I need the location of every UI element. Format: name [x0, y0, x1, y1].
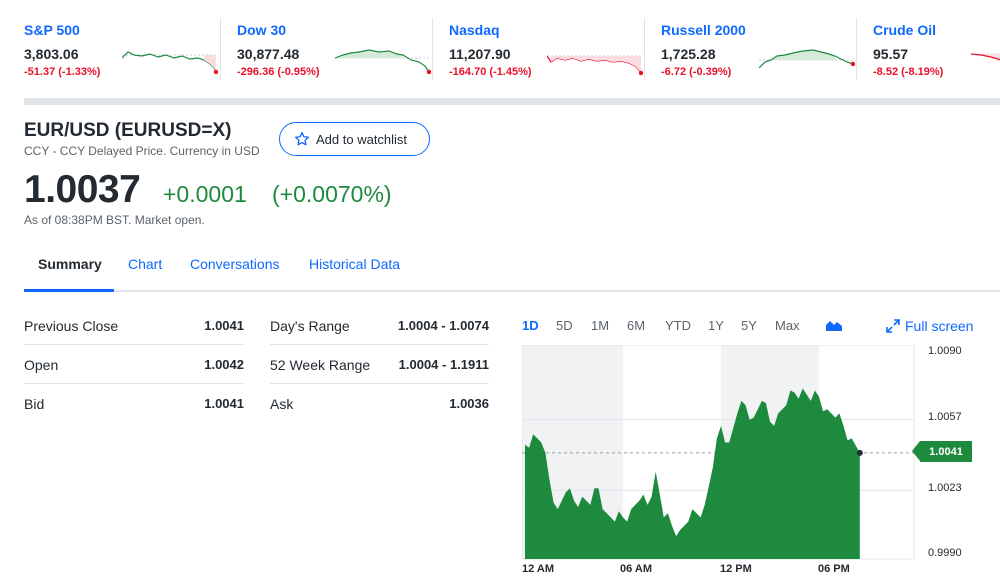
ticker-change: -296.36 (-0.95%) [237, 66, 320, 78]
star-icon [295, 132, 309, 146]
tabs-divider [24, 290, 1000, 292]
ticker-name[interactable]: S&P 500 [24, 22, 80, 38]
ticker-sparkline [547, 55, 643, 76]
stat-label: Open [24, 357, 59, 373]
ticker-nasdaq[interactable]: Nasdaq 11,207.90 -164.70 (-1.45%) [432, 14, 661, 86]
range-1m[interactable]: 1M [591, 318, 610, 333]
ticker-name[interactable]: Russell 2000 [661, 22, 746, 38]
y-tick-label: 1.0057 [928, 411, 962, 423]
price-change-percent: (+0.0070%) [272, 181, 392, 207]
stat-previous-close: Previous Close 1.0041 [24, 306, 244, 345]
ticker-sparkline [335, 49, 431, 75]
stat-open: Open 1.0042 [24, 345, 244, 384]
stat-value: 1.0004 - 1.1911 [398, 357, 489, 372]
tab-chart[interactable]: Chart [128, 256, 163, 272]
stat-value: 1.0041 [204, 396, 244, 411]
x-tick-label: 06 PM [818, 563, 850, 575]
stat-label: 52 Week Range [270, 357, 371, 373]
x-tick-label: 12 AM [522, 563, 554, 575]
expand-icon [886, 319, 900, 333]
add-to-watchlist-button[interactable]: Add to watchlist [279, 122, 430, 156]
full-screen-button[interactable]: Full screen [886, 318, 973, 334]
stat-label: Previous Close [24, 318, 119, 334]
tab-conversations[interactable]: Conversations [190, 256, 280, 272]
quote-stats-left: Previous Close 1.0041 Open 1.0042 Bid 1.… [24, 306, 244, 423]
current-value-badge: 1.0041 [912, 441, 972, 462]
ticker-sp500[interactable]: S&P 500 3,803.06 -51.37 (-1.33%) [24, 14, 236, 86]
current-price: 1.0037 [24, 168, 141, 211]
stat-value: 1.0004 - 1.0074 [397, 318, 489, 333]
ticker-name[interactable]: Dow 30 [237, 22, 287, 38]
market-ticker-strip: S&P 500 3,803.06 -51.37 (-1.33%) Dow 30 … [0, 0, 1000, 96]
price-area [525, 388, 860, 559]
ticker-crude-oil[interactable]: Crude Oil 95.57 -8.52 (-8.19%) [856, 14, 1000, 86]
ticker-russell2000[interactable]: Russell 2000 1,725.28 -6.72 (-0.39%) [644, 14, 873, 86]
stat-label: Day's Range [270, 318, 350, 334]
range-5y[interactable]: 5Y [741, 318, 757, 333]
ticker-price: 95.57 [873, 46, 909, 62]
stat-bid: Bid 1.0041 [24, 384, 244, 423]
section-divider [24, 98, 1000, 105]
tab-summary[interactable]: Summary [38, 256, 102, 272]
ticker-dow30[interactable]: Dow 30 30,877.48 -296.36 (-0.95%) [220, 14, 449, 86]
range-5d[interactable]: 5D [556, 318, 573, 333]
quote-tabs: Summary Chart Conversations Historical D… [24, 246, 1000, 292]
stat-ask: Ask 1.0036 [270, 384, 489, 423]
y-tick-label: 0.9990 [928, 547, 962, 559]
ticker-price: 11,207.90 [449, 46, 511, 62]
ticker-price: 30,877.48 [237, 46, 300, 62]
price-chart[interactable]: 1.0090 1.0057 1.0023 0.9990 12 AM 06 AM … [522, 345, 1000, 585]
ticker-change: -6.72 (-0.39%) [661, 66, 732, 78]
tab-historical-data[interactable]: Historical Data [309, 256, 401, 272]
ticker-name[interactable]: Nasdaq [449, 22, 500, 38]
active-tab-indicator [24, 289, 114, 292]
price-chart-plot [522, 345, 915, 560]
watchlist-label: Add to watchlist [316, 131, 408, 147]
quote-stats-right: Day's Range 1.0004 - 1.0074 52 Week Rang… [270, 306, 489, 423]
current-price-dot [856, 449, 863, 456]
ticker-price: 3,803.06 [24, 46, 79, 62]
x-tick-label: 06 AM [620, 563, 652, 575]
quote-title: EUR/USD (EURUSD=X) [24, 120, 232, 141]
ticker-sparkline [971, 53, 1000, 61]
range-6m[interactable]: 6M [627, 318, 646, 333]
price-change: +0.0001 [163, 181, 247, 207]
full-screen-label: Full screen [905, 318, 974, 334]
stat-52-week-range: 52 Week Range 1.0004 - 1.1911 [270, 345, 489, 384]
y-tick-label: 1.0090 [928, 345, 962, 357]
ticker-price: 1,725.28 [661, 46, 716, 62]
stat-value: 1.0042 [204, 357, 244, 372]
stat-value: 1.0041 [204, 318, 244, 333]
ticker-sparkline [122, 51, 218, 75]
quote-subtitle: CCY - CCY Delayed Price. Currency in USD [24, 144, 260, 158]
mountain-chart-icon[interactable] [826, 318, 842, 332]
market-status: As of 08:38PM BST. Market open. [24, 213, 205, 227]
stat-days-range: Day's Range 1.0004 - 1.0074 [270, 306, 489, 345]
range-max[interactable]: Max [775, 318, 800, 333]
ticker-change: -164.70 (-1.45%) [449, 66, 532, 78]
ticker-change: -51.37 (-1.33%) [24, 66, 101, 78]
range-ytd[interactable]: YTD [665, 318, 691, 333]
stat-label: Ask [270, 396, 294, 412]
range-1y[interactable]: 1Y [708, 318, 724, 333]
ticker-sparkline [759, 49, 855, 69]
stat-label: Bid [24, 396, 45, 412]
x-tick-label: 12 PM [720, 563, 752, 575]
stat-value: 1.0036 [449, 396, 489, 411]
ticker-change: -8.52 (-8.19%) [873, 66, 944, 78]
range-1d[interactable]: 1D [522, 318, 539, 333]
ticker-name[interactable]: Crude Oil [873, 22, 937, 38]
y-tick-label: 1.0023 [928, 482, 962, 494]
